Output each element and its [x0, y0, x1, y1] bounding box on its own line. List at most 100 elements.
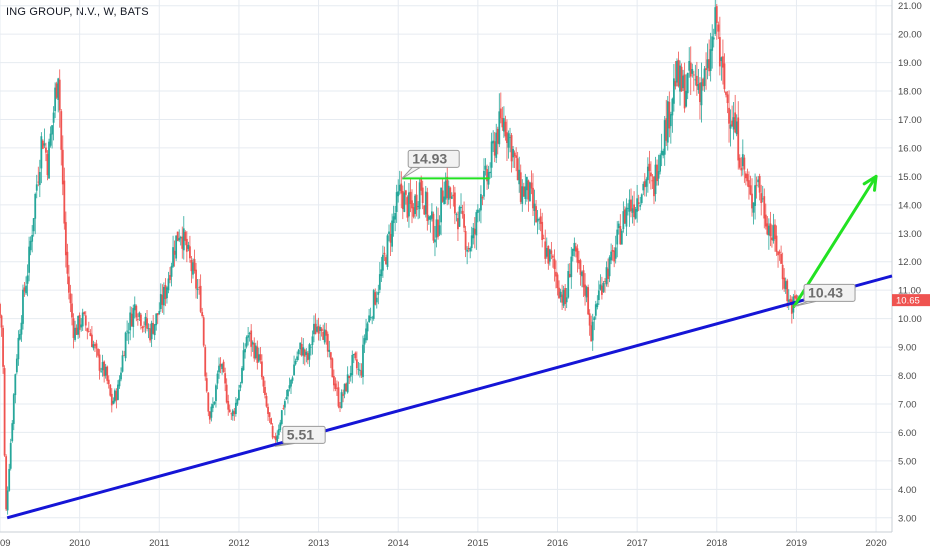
candle-body: [323, 329, 326, 343]
candle: [559, 288, 562, 303]
candle-body: [355, 359, 358, 369]
candle-body: [602, 283, 605, 292]
candle: [293, 355, 295, 376]
candle-body: [254, 345, 257, 359]
candle: [432, 211, 435, 244]
candle-body: [533, 203, 536, 212]
candle: [741, 139, 744, 176]
candle: [368, 308, 371, 323]
candle-body: [725, 91, 727, 95]
candle: [48, 138, 50, 179]
candle: [541, 212, 544, 248]
candle: [222, 359, 225, 373]
candle: [77, 315, 80, 339]
candle: [388, 224, 390, 242]
candle: [17, 330, 20, 366]
candle-body: [605, 267, 608, 285]
candle-body: [29, 240, 32, 251]
candle-body: [438, 225, 441, 235]
candle-body: [415, 194, 418, 210]
candle-body: [492, 140, 495, 144]
candle-body: [162, 286, 165, 306]
candle: [118, 375, 121, 389]
candle: [334, 377, 337, 392]
candle-body: [515, 155, 518, 158]
candle: [453, 186, 456, 225]
candle: [3, 365, 6, 457]
candle: [700, 62, 703, 123]
candle: [196, 278, 199, 299]
candle: [303, 348, 306, 366]
candle-body: [61, 149, 64, 185]
candle-body: [208, 411, 211, 420]
candle: [227, 394, 230, 416]
candle: [153, 324, 156, 340]
candle: [95, 339, 98, 358]
candle-body: [466, 249, 469, 252]
candle-body: [686, 72, 689, 94]
candle-body: [314, 323, 317, 335]
candle-body: [300, 343, 303, 356]
candle-body: [92, 344, 95, 349]
candle-body: [215, 385, 217, 402]
candle: [408, 183, 410, 228]
candle: [380, 256, 383, 282]
candle: [230, 412, 233, 420]
candle-body: [650, 172, 652, 177]
candle: [352, 353, 355, 364]
candle-body: [403, 192, 406, 212]
candle: [695, 61, 698, 96]
candle: [320, 327, 323, 337]
candle-body: [677, 59, 680, 87]
candle: [103, 360, 106, 383]
candle-body: [127, 331, 130, 334]
candle: [694, 64, 697, 86]
candle: [522, 182, 525, 197]
candle-body: [584, 284, 586, 296]
candle-body: [167, 278, 170, 291]
candle: [725, 90, 727, 98]
candle: [752, 202, 755, 225]
candle-body: [411, 200, 413, 209]
candle: [290, 379, 292, 395]
candle: [354, 351, 357, 361]
candle: [548, 248, 551, 266]
candle: [769, 211, 772, 247]
candle: [129, 306, 132, 341]
candle: [11, 420, 14, 443]
candle: [359, 362, 361, 378]
candle-body: [426, 192, 429, 221]
candle: [496, 126, 499, 155]
y-tick-label: 19.00: [898, 58, 922, 69]
candle-body: [694, 79, 697, 81]
candle-body: [712, 37, 715, 40]
candle: [337, 381, 340, 409]
candle-body: [541, 221, 544, 241]
candle: [363, 334, 366, 354]
candle-body: [429, 216, 432, 220]
candle-body: [337, 387, 340, 407]
candle: [57, 77, 60, 113]
callout-label: 5.51: [287, 426, 314, 442]
candle: [633, 191, 635, 226]
candle-body: [689, 62, 692, 77]
candle: [294, 358, 297, 366]
candle-body: [394, 212, 397, 220]
candle-body: [187, 244, 190, 249]
candle-body: [264, 386, 266, 396]
candle: [712, 28, 715, 48]
candle: [616, 221, 619, 258]
candle-body: [80, 324, 83, 328]
candle-body: [418, 182, 421, 210]
candle: [613, 247, 616, 268]
candle-body: [555, 271, 557, 277]
y-tick-label: 4.00: [898, 485, 917, 496]
candle: [204, 344, 207, 381]
candle-body: [359, 369, 361, 371]
candle-body: [450, 196, 453, 199]
candle-body: [622, 211, 625, 230]
candle: [596, 295, 599, 310]
candle-body: [498, 111, 501, 145]
candle: [764, 203, 767, 230]
